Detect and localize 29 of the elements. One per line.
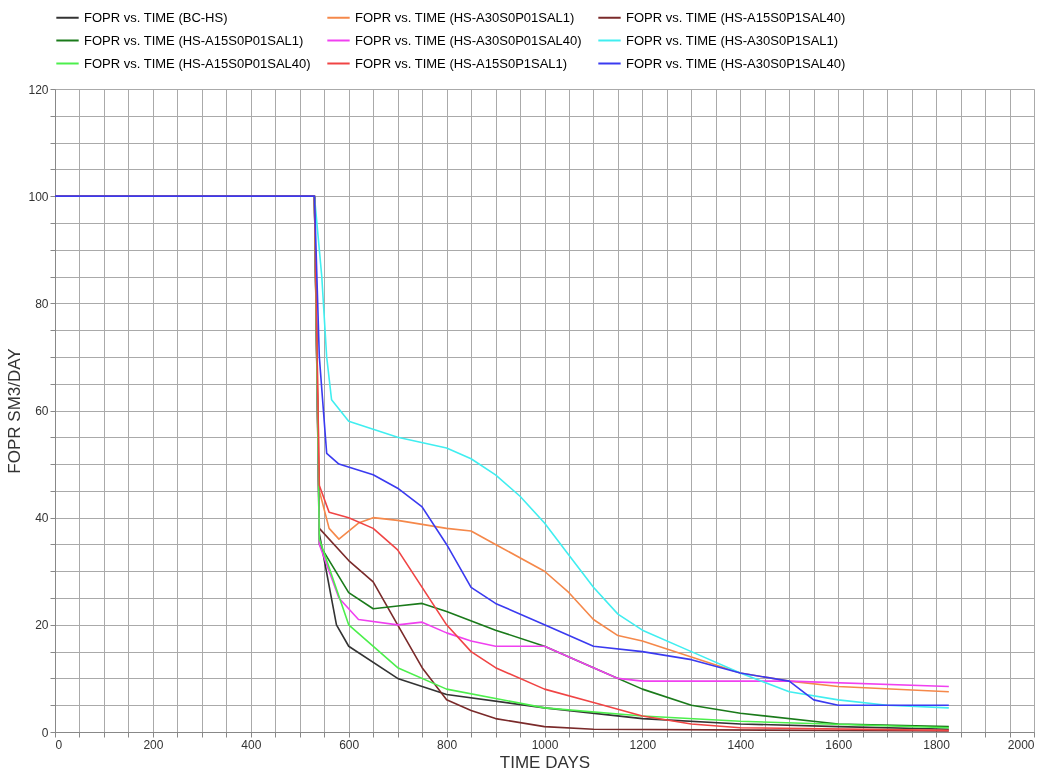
legend-label: FOPR vs. TIME (BC-HS) xyxy=(84,9,228,25)
legend-label: FOPR vs. TIME (HS-A30S0P1SAL1) xyxy=(626,32,839,48)
x-tick-label: 1000 xyxy=(531,737,559,752)
legend-label: FOPR vs. TIME (HS-A15S0P1SAL1) xyxy=(355,55,568,71)
y-tick-label: 0 xyxy=(41,725,49,740)
y-tick-label: 40 xyxy=(35,511,49,526)
x-tick-label: 1800 xyxy=(923,737,951,752)
legend-label: FOPR vs. TIME (HS-A15S0P01SAL1) xyxy=(84,32,304,48)
x-tick-label: 1400 xyxy=(727,737,755,752)
x-axis-title: TIME DAYS xyxy=(499,752,591,772)
x-tick-label: 0 xyxy=(55,737,63,752)
x-tick-label: 2000 xyxy=(1007,737,1035,752)
x-tick-label: 800 xyxy=(437,737,458,752)
legend-label: FOPR vs. TIME (HS-A30S0P01SAL1) xyxy=(355,9,575,25)
y-tick-label: 60 xyxy=(35,404,49,418)
x-tick-label: 1200 xyxy=(629,737,657,752)
legend-label: FOPR vs. TIME (HS-A15S0P01SAL40) xyxy=(84,55,311,71)
y-axis-title: FOPR SM3/DAY xyxy=(5,348,25,474)
y-tick-label: 100 xyxy=(28,189,49,204)
x-tick-label: 600 xyxy=(339,737,360,752)
legend-label: FOPR vs. TIME (HS-A15S0P1SAL40) xyxy=(626,9,846,25)
legend-label: FOPR vs. TIME (HS-A30S0P1SAL40) xyxy=(626,55,846,71)
y-tick-label: 80 xyxy=(35,296,49,311)
x-tick-label: 1600 xyxy=(825,737,853,752)
x-tick-label: 400 xyxy=(241,737,262,752)
y-tick-label: 20 xyxy=(35,618,49,633)
y-tick-label: 120 xyxy=(28,82,49,97)
x-tick-label: 200 xyxy=(143,737,164,752)
legend-label: FOPR vs. TIME (HS-A30S0P01SAL40) xyxy=(355,32,582,48)
